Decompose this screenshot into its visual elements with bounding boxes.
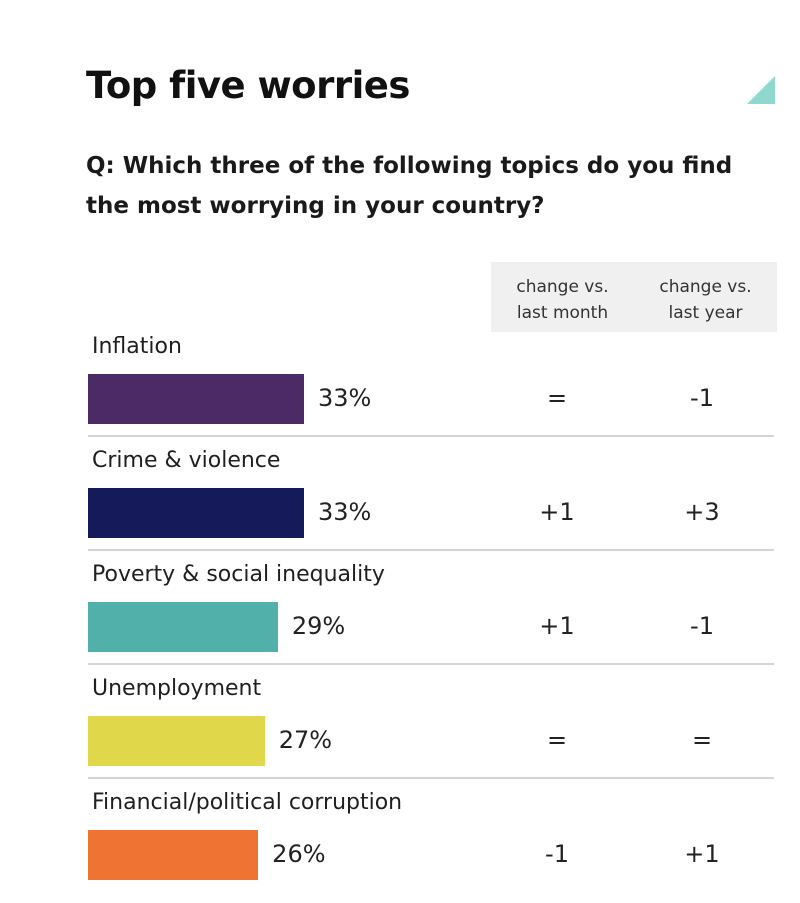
change-last-month: +1 [539, 498, 575, 526]
change-last-month: -1 [545, 840, 569, 868]
value-label: 33% [318, 384, 372, 412]
category-label: Unemployment [92, 676, 262, 701]
question-text: Q: Which three of the following topics d… [86, 153, 733, 219]
bar [88, 488, 304, 538]
row-2: Poverty & social inequality 29% +1 -1 [88, 560, 774, 674]
row-divider [88, 435, 774, 437]
category-label: Inflation [92, 334, 182, 359]
row-divider [88, 663, 774, 665]
value-label: 29% [291, 612, 346, 640]
value-label: 27% [278, 726, 333, 754]
change-last-month: = [546, 384, 568, 412]
change-last-month: = [546, 726, 568, 754]
row-4: Financial/political corruption 26% -1 +1 [88, 788, 774, 902]
chart-title: Top five worries [86, 64, 410, 107]
change-last-month: +1 [539, 612, 575, 640]
change-last-year: +1 [684, 840, 720, 868]
header-change-last-year: change vs. last year [659, 277, 752, 323]
corner-triangle-icon [747, 76, 775, 104]
change-last-year: -1 [690, 384, 714, 412]
row-divider [88, 777, 774, 779]
value-label: 33% [318, 498, 372, 526]
bar [88, 830, 259, 880]
category-label: Financial/political corruption [92, 790, 403, 815]
change-last-year: +3 [684, 498, 720, 526]
row-divider [88, 549, 774, 551]
bar [88, 716, 265, 766]
category-label: Crime & violence [92, 448, 281, 473]
category-label: Poverty & social inequality [92, 562, 385, 587]
column-header-block: change vs. last month change vs. last ye… [491, 262, 777, 332]
change-last-year: = [691, 726, 713, 754]
bar [88, 374, 304, 424]
row-1: Crime & violence 33% +1 +3 [88, 446, 774, 560]
header-change-last-month: change vs. last month [516, 277, 609, 323]
bar [88, 602, 278, 652]
change-last-year: -1 [690, 612, 714, 640]
row-3: Unemployment 27% = = [88, 674, 774, 788]
value-label: 26% [272, 840, 326, 868]
row-0: Inflation 33% = -1 [88, 332, 774, 446]
